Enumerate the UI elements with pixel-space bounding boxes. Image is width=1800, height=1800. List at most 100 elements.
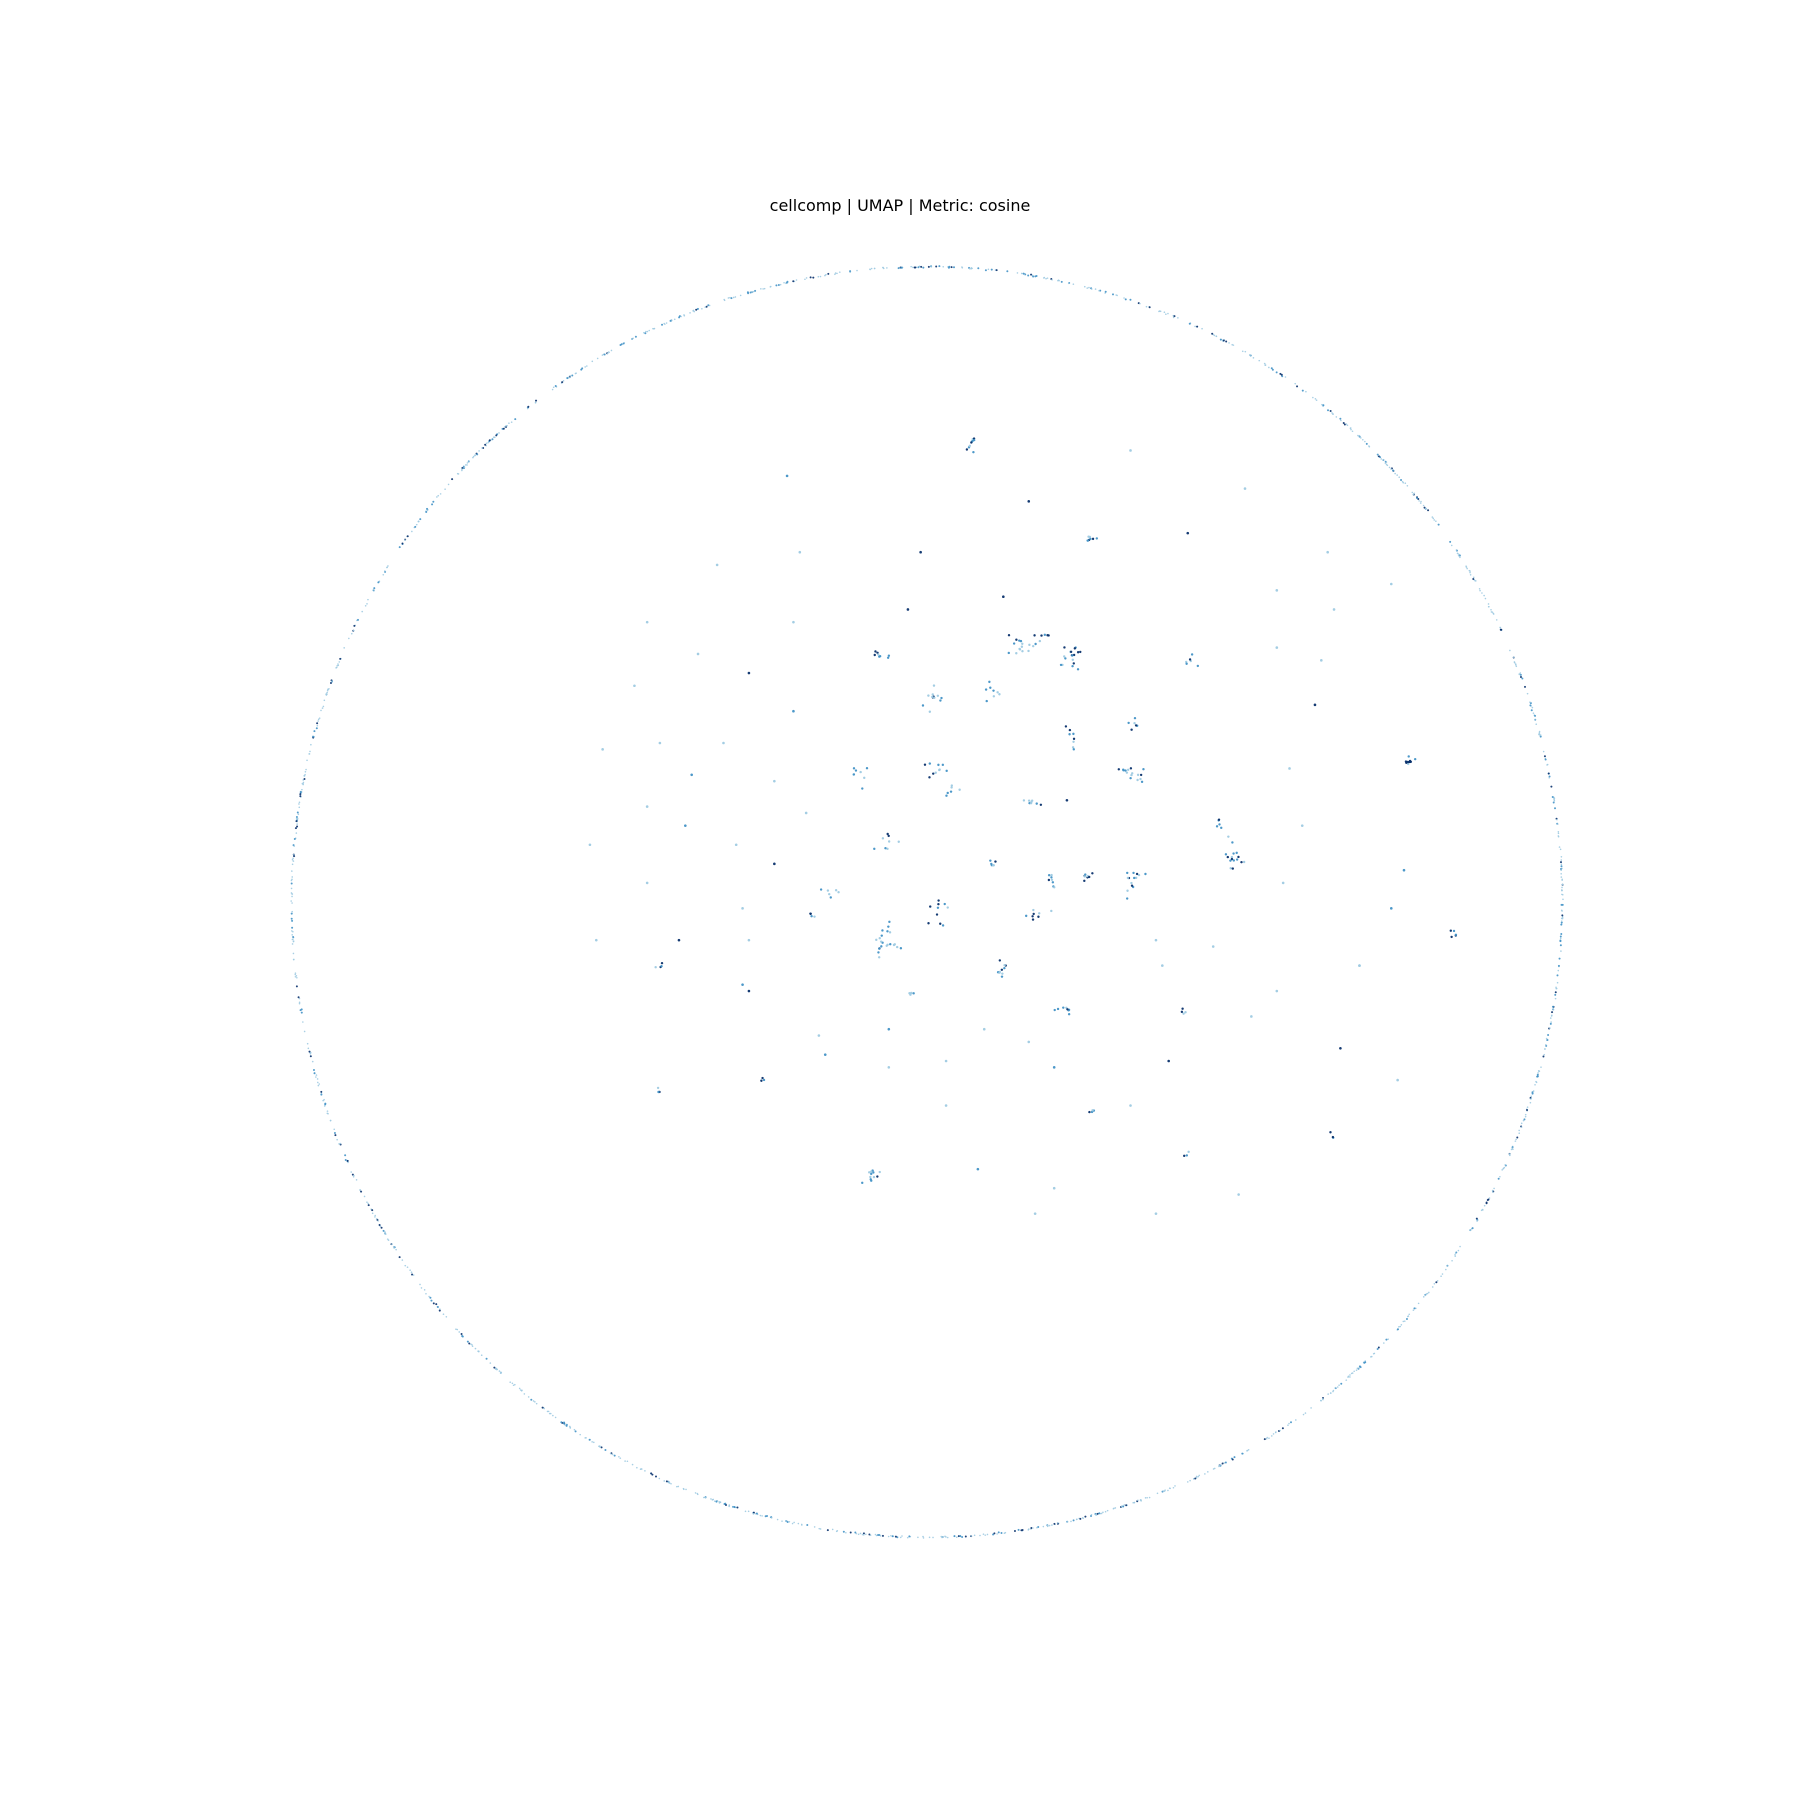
cluster-point	[1136, 773, 1140, 777]
ring-point	[1345, 1379, 1348, 1381]
isolated-point	[1033, 1212, 1037, 1215]
ring-point	[329, 1119, 332, 1122]
ring-point	[1492, 1191, 1494, 1193]
cluster-point	[1125, 897, 1129, 900]
ring-point	[567, 377, 570, 379]
ring-point	[295, 820, 298, 823]
ring-point	[309, 1055, 312, 1058]
cluster-point	[1038, 912, 1041, 915]
ring-point	[326, 689, 329, 692]
cluster-point	[1137, 873, 1141, 877]
ring-point	[727, 297, 730, 299]
ring-point	[971, 267, 973, 270]
ring-point	[1501, 1169, 1503, 1171]
ring-point	[563, 1422, 566, 1425]
cluster-point	[932, 772, 935, 775]
ring-point	[298, 803, 300, 805]
isolated-point	[817, 1034, 821, 1037]
isolated-point	[1332, 608, 1336, 611]
ring-point	[573, 1428, 576, 1431]
cluster-point	[1050, 878, 1054, 881]
ring-point	[1327, 409, 1330, 412]
ring-point	[534, 401, 537, 404]
ring-point	[1252, 357, 1255, 359]
cluster-point	[1226, 855, 1230, 859]
ring-point	[1051, 279, 1053, 281]
ring-point	[1231, 343, 1234, 346]
ring-point	[873, 267, 876, 270]
ring-point	[503, 426, 506, 428]
cluster-point	[888, 920, 891, 924]
isolated-point	[919, 550, 922, 554]
cluster-point	[1095, 537, 1099, 540]
ring-point	[293, 845, 296, 847]
cluster-point	[1183, 1154, 1186, 1158]
ring-point	[755, 1512, 758, 1515]
ring-point	[290, 912, 293, 915]
ring-point	[987, 268, 990, 271]
ring-point	[374, 1216, 376, 1218]
ring-point	[654, 1475, 657, 1478]
ring-point	[678, 316, 681, 319]
ring-point	[952, 266, 955, 269]
ring-point	[1561, 878, 1563, 881]
ring-point	[1358, 1365, 1361, 1368]
ring-point	[1451, 1259, 1453, 1262]
ring-point	[1027, 1529, 1030, 1531]
cluster-point	[657, 1090, 660, 1094]
cluster-point	[880, 945, 883, 948]
ring-point	[423, 1289, 426, 1291]
ring-point	[1426, 1292, 1429, 1295]
ring-point	[619, 1457, 622, 1459]
ring-point	[881, 1534, 884, 1537]
ring-point	[596, 357, 599, 360]
ring-point	[801, 1524, 803, 1526]
ring-point	[371, 1209, 374, 1212]
ring-point	[291, 919, 294, 922]
ring-point	[488, 439, 491, 442]
ring-point	[1057, 279, 1060, 281]
ring-point	[1534, 718, 1536, 721]
ring-point	[302, 779, 305, 781]
ring-point	[652, 327, 654, 330]
ring-point	[1098, 289, 1100, 292]
ring-point	[298, 1001, 301, 1004]
ring-point	[1560, 920, 1563, 923]
ring-point	[320, 1090, 323, 1093]
ring-point	[295, 816, 298, 819]
ring-point	[1139, 302, 1141, 305]
ring-point	[1469, 1229, 1472, 1231]
ring-point	[291, 876, 294, 878]
ring-point	[1370, 1356, 1372, 1358]
ring-point	[1086, 287, 1089, 289]
isolated-point	[594, 938, 598, 942]
ring-point	[326, 1110, 329, 1112]
ring-point	[1553, 797, 1556, 799]
cluster-point	[868, 1171, 871, 1174]
ring-point	[795, 279, 798, 281]
ring-point	[946, 1536, 949, 1539]
ring-point	[1539, 735, 1542, 738]
isolated-point	[792, 709, 795, 713]
ring-point	[601, 354, 604, 356]
cluster-point	[887, 840, 891, 843]
ring-point	[292, 930, 294, 933]
cluster-point	[873, 653, 876, 657]
ring-point	[302, 783, 305, 785]
isolated-point	[792, 620, 795, 624]
ring-point	[455, 1328, 457, 1330]
ring-point	[1424, 507, 1427, 510]
ring-point	[1327, 1393, 1329, 1395]
ring-point	[1213, 334, 1216, 337]
ring-point	[1471, 1227, 1474, 1230]
ring-point	[1469, 571, 1471, 574]
ring-point	[1070, 1520, 1072, 1523]
ring-point	[1514, 1140, 1517, 1142]
ring-point	[1042, 1525, 1045, 1528]
ring-point	[1163, 311, 1166, 314]
ring-point	[634, 335, 637, 338]
ring-point	[1000, 1531, 1003, 1534]
cluster-point	[1050, 909, 1053, 913]
isolated-point	[741, 907, 744, 910]
